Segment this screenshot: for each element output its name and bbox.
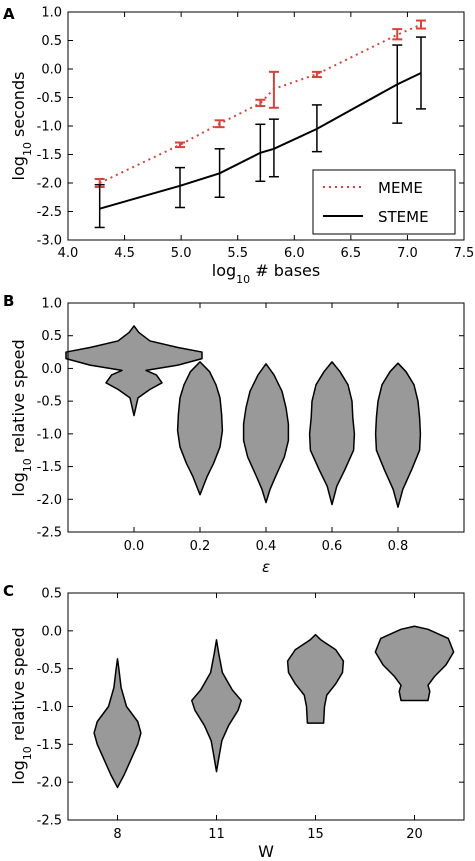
ylabel-log: log	[9, 156, 28, 180]
width-violin	[191, 639, 242, 773]
y-tick-label: 0.0	[41, 362, 62, 377]
legend-box	[312, 169, 456, 235]
y-tick-label: -2.5	[37, 814, 62, 829]
width-violin	[93, 658, 142, 789]
x-tick-label: 6.0	[284, 246, 305, 261]
panel-a: A 4.0 4.5 5.0 5.5 6.0 6.5 7.0 7.5 1.0 0.5 0.0 -0.5 -…	[3, 5, 474, 286]
x-tick-label: 0.2	[190, 539, 211, 554]
panel-a-error-bars	[94, 19, 427, 229]
epsilon-violin	[308, 361, 356, 506]
panel-b-frame	[67, 302, 465, 533]
panel-a-frame	[67, 11, 465, 241]
panel-a-xlabel: log10 # bases	[212, 261, 320, 286]
panel-c: C 0.5 0.0 -0.5 -1.0 -1.5 -2.0 -2.5 8 11 15 20 W lo…	[3, 582, 465, 861]
ylabel-log: log	[9, 472, 28, 496]
epsilon-violin	[374, 362, 422, 508]
xlabel-log: log	[212, 261, 236, 280]
y-tick-label: -0.5	[37, 395, 62, 410]
y-tick-label: -2.0	[37, 776, 62, 791]
panel-a-ticks: 4.0 4.5 5.0 5.5 6.0 6.5 7.0 7.5 1.0 0.5 0.0 -0.5 -1.…	[37, 6, 475, 262]
x-tick-label: 6.5	[341, 246, 362, 261]
x-tick-label: 8	[113, 827, 121, 842]
legend-label-steme: STEME	[378, 208, 429, 226]
ylabel-rest: relative speed	[9, 339, 28, 458]
x-tick-label: 0.4	[256, 539, 277, 554]
ylabel-sub: 10	[21, 746, 34, 760]
y-tick-label: -1.0	[37, 427, 62, 442]
panel-label-a: A	[3, 5, 15, 23]
y-tick-label: -1.5	[37, 460, 62, 475]
y-tick-label: -1.0	[37, 120, 62, 135]
panel-c-frame	[67, 592, 465, 821]
y-tick-label: 1.0	[41, 297, 62, 312]
panel-c-ticks: 0.5 0.0 -0.5 -1.0 -1.5 -2.0 -2.5 8 11 15 20	[37, 587, 464, 842]
ylabel-rest: relative speed	[9, 627, 28, 746]
xlabel-rest: # bases	[250, 261, 320, 280]
y-tick-label: 0.0	[41, 624, 62, 639]
xlabel-sub: 10	[236, 273, 250, 286]
x-tick-label: 7.0	[397, 246, 418, 261]
x-tick-label: 0.6	[322, 539, 343, 554]
panel-c-xlabel: W	[258, 842, 274, 861]
width-violin	[374, 625, 455, 702]
y-tick-label: -2.5	[37, 205, 62, 220]
epsilon-violin	[65, 325, 203, 417]
panel-c-ylabel: log10 relative speed	[9, 627, 34, 784]
panel-b-violins	[65, 325, 422, 508]
y-tick-label: -1.5	[37, 738, 62, 753]
x-tick-label: 7.5	[454, 246, 475, 261]
y-tick-label: 0.5	[41, 587, 62, 602]
x-tick-label: 15	[307, 827, 324, 842]
y-tick-label: 0.5	[41, 329, 62, 344]
y-tick-label: -1.0	[37, 700, 62, 715]
ylabel-log: log	[9, 760, 28, 784]
panel-label-b: B	[3, 292, 14, 310]
x-tick-label: 4.5	[114, 246, 135, 261]
panel-a-ylabel: log10 seconds	[9, 72, 34, 181]
legend: MEME STEME	[312, 169, 456, 235]
epsilon-violin	[176, 361, 224, 496]
series-line-steme	[99, 72, 422, 210]
panel-b: B 1.0 0.5 0.0 -0.5 -1.0 -1.5 -2.0 -2.5 0.0 0.2 0.4…	[3, 292, 465, 576]
legend-label-meme: MEME	[378, 179, 423, 197]
epsilon-violin	[242, 363, 290, 504]
x-tick-label: 11	[208, 827, 225, 842]
panel-label-c: C	[3, 582, 14, 600]
panel-b-ticks: 1.0 0.5 0.0 -0.5 -1.0 -1.5 -2.0 -2.5 0.0 0.2 0.4 0.…	[37, 297, 464, 554]
y-tick-label: -2.5	[37, 526, 62, 541]
y-tick-label: 1.0	[41, 6, 62, 21]
y-tick-label: -0.5	[37, 91, 62, 106]
ylabel-sub: 10	[21, 142, 34, 156]
panel-b-ylabel: log10 relative speed	[9, 339, 34, 496]
panel-c-violins	[93, 625, 455, 789]
x-tick-label: 5.0	[171, 246, 192, 261]
panel-b-xlabel: ε	[262, 558, 270, 576]
y-tick-label: -3.0	[37, 234, 62, 249]
x-tick-label: 20	[406, 827, 423, 842]
x-tick-label: 0.0	[124, 539, 145, 554]
y-tick-label: -2.0	[37, 493, 62, 508]
ylabel-sub: 10	[21, 458, 34, 472]
panel-a-series	[99, 23, 422, 210]
series-line-meme	[99, 23, 422, 184]
y-tick-label: 0.0	[41, 63, 62, 78]
y-tick-label: -2.0	[37, 177, 62, 192]
y-tick-label: -1.5	[37, 148, 62, 163]
width-violin	[286, 633, 345, 724]
x-tick-label: 5.5	[227, 246, 248, 261]
y-tick-label: -0.5	[37, 662, 62, 677]
y-tick-label: 0.5	[41, 34, 62, 49]
ylabel-rest: seconds	[9, 72, 28, 142]
x-tick-label: 4.0	[58, 246, 79, 261]
x-tick-label: 0.8	[388, 539, 409, 554]
